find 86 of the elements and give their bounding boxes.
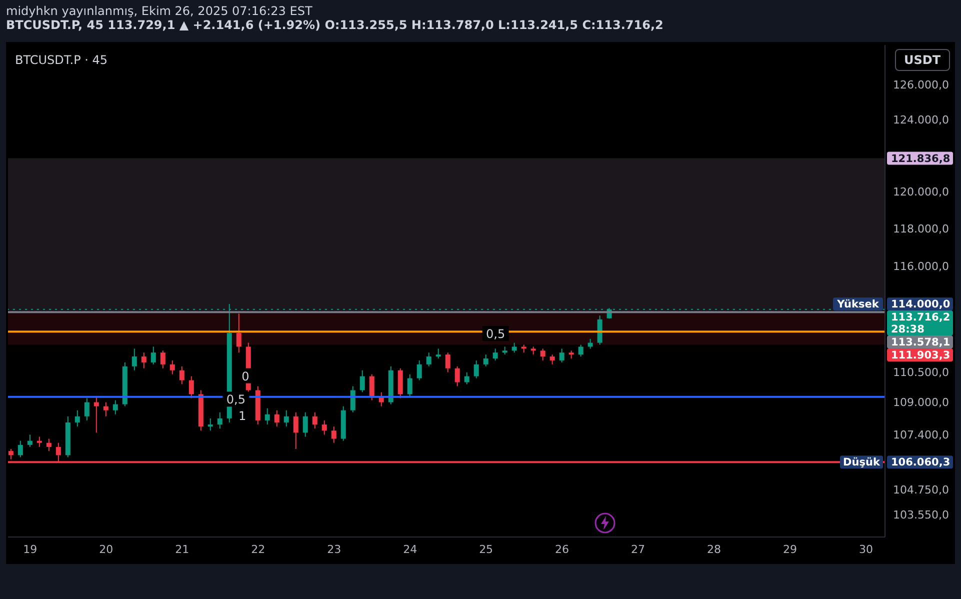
candlestick [179,366,184,385]
x-tick-label: 20 [99,542,114,556]
candlestick [84,398,90,421]
candlestick [597,315,602,346]
candlestick [360,370,365,393]
annotation: 1 [238,408,246,423]
candlestick [141,352,146,369]
candlestick [170,360,175,375]
y-tick-label: 118.000,0 [893,222,949,236]
x-tick-label: 19 [23,542,38,556]
candlestick [445,352,450,373]
chart-subtitle: BTCUSDT.P, 45 113.729,1 ▲ +2.141,6 (+1.92%) O:113.255,5 H:113.787,0 L:113.241,5 C:113.716,2 [6,18,664,32]
candlestick [454,366,460,387]
x-tick-label: 24 [403,542,418,556]
text: 106.060,3 [891,456,950,469]
candlestick [217,412,222,430]
ref-line-label: 113.716,2 [891,311,950,324]
text: midyhkn yayınlanmış, Ekim 26, 2025 07:16:23 EST [6,4,314,18]
band-label: 111.903,3 [891,349,950,362]
candlestick [559,348,564,363]
x-tick-label: 23 [327,542,342,556]
candlestick [416,360,422,381]
annotation: Düşük [843,456,881,469]
x-tick-label: 25 [479,542,494,556]
candlestick [112,400,118,415]
candlestick [103,402,108,417]
candlestick [293,412,298,450]
text: 28:38 [891,323,924,336]
x-tick-label: 26 [555,542,570,556]
candlestick [398,368,403,399]
y-tick-label: 126.000,0 [893,78,949,92]
candlestick [426,352,432,367]
candlestick [322,420,327,436]
annotation: 0,5 [486,326,506,341]
y-tick-label: 120.000,0 [893,185,949,198]
candlestick [160,350,166,369]
candlestick [550,354,555,365]
y-axis-title: USDT [895,49,950,71]
candlestick [274,410,280,428]
x-tick-label: 28 [707,542,722,556]
candlestick [18,440,23,458]
x-tick-label: 21 [175,542,190,556]
text: BTCUSDT.P · 45 [15,53,108,67]
y-tick-label: 104.750,0 [893,483,949,496]
candlestick [150,346,156,365]
candlestick [578,344,584,357]
candlestick [492,348,498,361]
candlestick [540,348,546,361]
band-label: 121.836,8 [891,152,950,165]
x-tick-label: 29 [783,542,798,556]
candlestick [331,426,336,444]
candlestick [27,434,32,448]
candlestick [302,412,308,438]
annotation: 0,5 [226,392,246,407]
candlestick [264,408,270,425]
candlestick [312,412,318,430]
candlestick [483,354,488,367]
text: 114.000,0 [891,298,950,310]
candlestick [132,348,137,371]
candlestick [512,342,517,354]
annotation: 0 [242,369,250,384]
candlestick [36,436,42,448]
x-tick-label: 30 [859,542,874,556]
candlestick [284,410,289,428]
y-tick-label: 103.550,0 [893,508,949,522]
candlestick [46,438,52,452]
candlestick [407,374,412,397]
candlestick [74,410,80,428]
candlestick [464,372,470,385]
candlestick [94,396,99,434]
y-tick-label: 116.000,0 [893,260,949,273]
annotation: Yüksek [836,298,880,310]
y-tick-label: 109.000,0 [893,396,949,410]
y-tick-label: 107.400,0 [893,428,949,442]
ref-line-label: 113.578,1 [891,336,950,348]
y-tick-label: 124.000,0 [893,114,949,127]
y-tick-label: 110.500,0 [893,366,949,380]
candlestick [369,374,374,401]
x-tick-label: 27 [631,542,646,556]
candlestick [436,348,441,359]
candlestick [588,338,593,350]
candlestick [188,376,194,399]
candlestick [236,313,242,354]
candlestick [208,418,213,432]
x-tick-label: 22 [251,542,266,556]
candlestick [474,360,479,379]
